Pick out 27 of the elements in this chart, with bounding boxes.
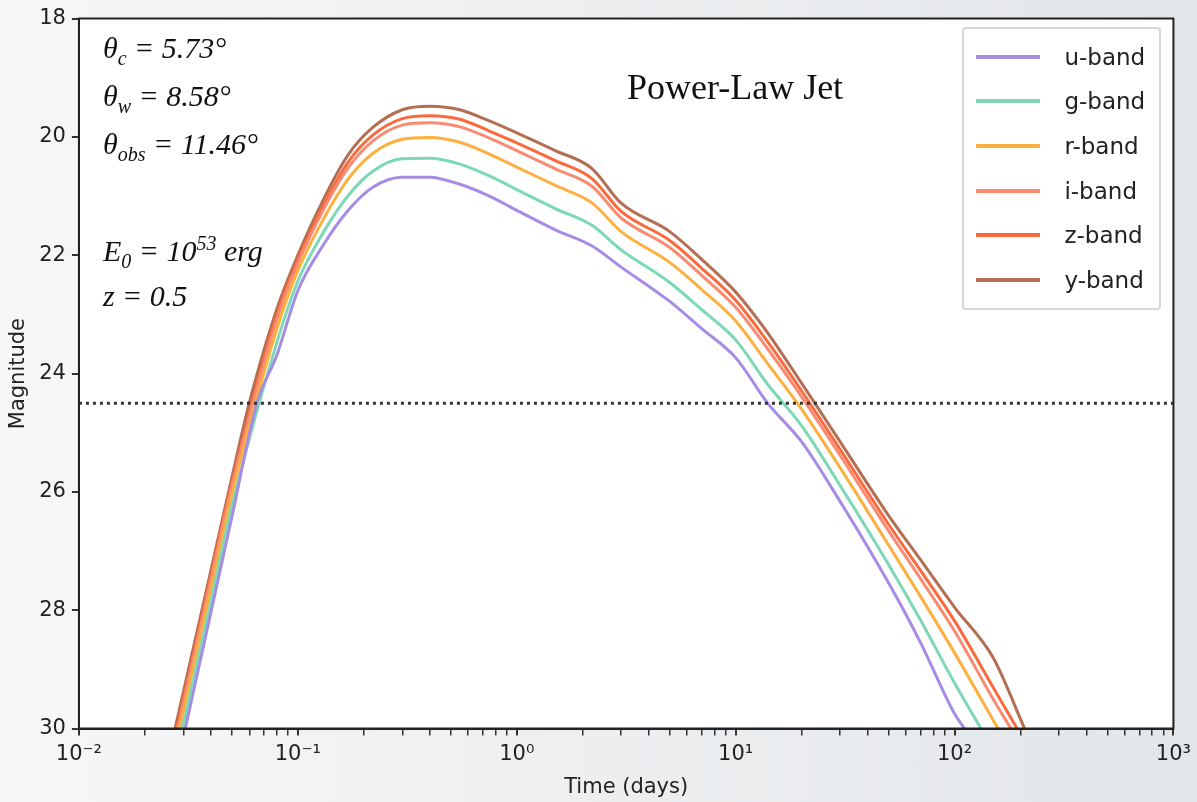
y-tick-label: 20	[39, 123, 66, 148]
y-tick-label: 18	[39, 5, 66, 30]
y-tick-label: 22	[39, 241, 66, 266]
annotation: θ$_{obs}$ = 11.46°	[102, 126, 258, 165]
legend-label: i-band	[1064, 177, 1137, 204]
x-tick-label: 10⁻²	[55, 740, 103, 765]
legend-label: g-band	[1064, 88, 1146, 115]
x-tick-label: 10⁰	[499, 740, 535, 765]
annotation: θ$_{c}$ = 5.73°	[102, 30, 227, 69]
y-tick-label: 30	[39, 715, 66, 740]
y-tick-label: 26	[39, 478, 66, 503]
legend-label: z-band	[1064, 222, 1143, 249]
annotation: E$_{0}$ = 10$^{53}$ erg	[102, 231, 263, 272]
x-axis-title: Time (days)	[563, 773, 689, 798]
x-tick-label: 10¹	[718, 740, 754, 765]
x-tick-label: 10²	[936, 740, 973, 765]
legend-label: r-band	[1064, 133, 1139, 160]
annotation: Power-Law Jet	[626, 66, 844, 107]
x-tick-label: 10³	[1155, 740, 1191, 765]
y-tick-label: 28	[39, 596, 66, 621]
y-axis-title: Magnitude	[5, 317, 30, 430]
annotation: θ$_{w}$ = 8.58°	[102, 78, 231, 117]
y-tick-label: 24	[39, 360, 66, 385]
legend-label: u-band	[1064, 43, 1146, 70]
legend-label: y-band	[1064, 266, 1144, 293]
annotation: z = 0.5	[102, 278, 188, 312]
x-tick-label: 10⁻¹	[274, 740, 321, 765]
